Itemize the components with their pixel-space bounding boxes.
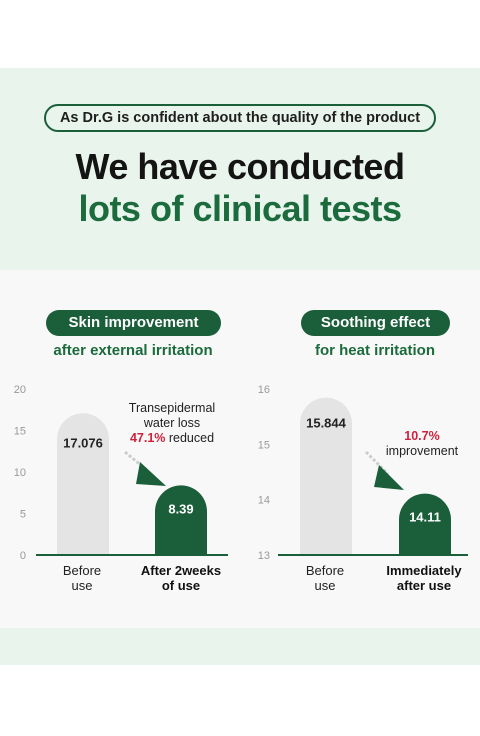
y-tick-label: 0 (20, 550, 26, 562)
page-title-line1: We have conducted (75, 146, 405, 187)
chart1-subtitle: after external irritation (53, 342, 213, 359)
chart2-category-label: Before use (305, 563, 345, 593)
bar-value-label: 17.076 (63, 435, 103, 450)
chart1-category-label: Before use (62, 563, 102, 593)
y-tick-label: 10 (14, 467, 26, 479)
chart1-plot: 0 5 10 15 20 17.076 8.39 (14, 384, 228, 562)
page-title-line2: lots of clinical tests (78, 188, 402, 229)
y-tick-label: 5 (20, 509, 26, 521)
bar-value-label: 14.11 (409, 510, 441, 525)
bar (57, 413, 109, 554)
header-band (0, 68, 480, 270)
chart1-annotation: Transepidermal water loss 47.1% reduced (128, 401, 216, 445)
y-tick-label: 13 (258, 550, 270, 562)
tagline-pill: As Dr.G is confident about the quality o… (44, 104, 436, 132)
chart2-subtitle: for heat irritation (314, 342, 435, 359)
chart1-title: Skin improvement (46, 310, 221, 336)
y-tick-label: 16 (258, 384, 270, 396)
bar (300, 397, 352, 554)
trend-arrow-head (374, 465, 404, 490)
y-tick-label: 20 (14, 384, 26, 396)
chart2-plot: 13 14 15 16 15.844 14.11 (258, 384, 468, 562)
bar-value-label: 8.39 (168, 501, 193, 516)
chart2-annotation: 10.7% improvement (385, 429, 459, 458)
bar (399, 493, 451, 554)
chart2-category-label: Immediately after use (386, 563, 462, 593)
bar-value-label: 15.844 (306, 416, 347, 431)
footer-band (0, 628, 480, 665)
y-tick-label: 15 (258, 439, 270, 451)
chart2-title: Soothing effect (301, 310, 450, 336)
y-tick-label: 14 (258, 495, 270, 507)
trend-arrow-head (136, 462, 166, 486)
y-tick-label: 15 (14, 426, 26, 438)
bar (155, 485, 207, 554)
chart1-category-label: After 2weeks of use (140, 563, 222, 593)
